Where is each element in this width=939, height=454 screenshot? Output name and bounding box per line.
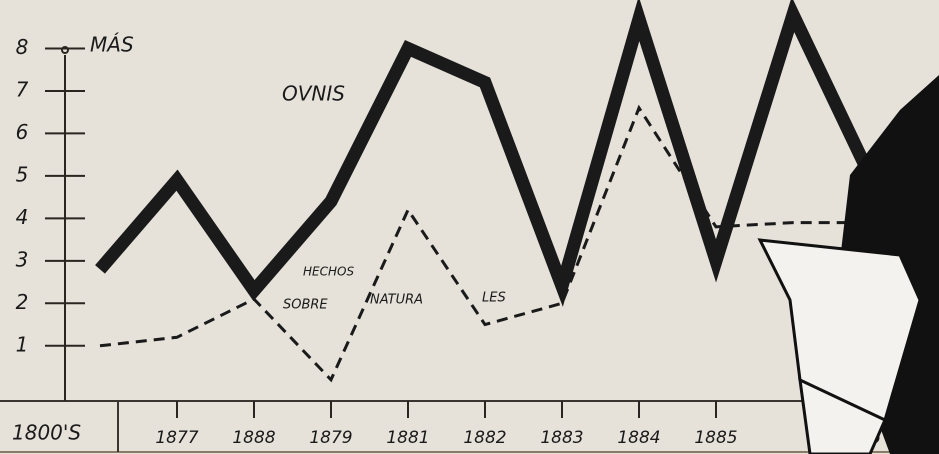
y-tick-label: 2: [16, 290, 29, 314]
annotation: SOBRE: [283, 298, 328, 313]
x-tick-label: 1882: [463, 428, 506, 448]
y-tick-label: 6: [16, 120, 29, 144]
x-axis-label: 1800'S: [12, 421, 81, 445]
page: 1800'S MÁS HECHOS SOBRE NATURA LES 1 2 3 4 5…: [0, 0, 939, 454]
y-tick-label: 4: [16, 205, 29, 229]
x-tick-label: 1885: [694, 428, 737, 448]
series-label: OVNIS: [282, 82, 345, 106]
x-tick-label: 1879: [309, 428, 352, 448]
y-tick-label: 7: [16, 77, 29, 101]
chart: 1800'S MÁS HECHOS SOBRE NATURA LES 1 2 3 4 5…: [0, 0, 939, 454]
x-tick-label: 1881: [386, 428, 429, 448]
x-tick-label: 1888: [232, 428, 275, 448]
x-tick-label: 1883: [540, 428, 583, 448]
y-tick-label: 1: [16, 332, 29, 356]
y-tick-label: 5: [16, 162, 29, 186]
annotation: HECHOS: [303, 265, 354, 279]
annotation: LES: [482, 291, 506, 306]
annotation: NATURA: [370, 293, 423, 308]
y-tick-label: 8: [16, 35, 29, 59]
annotation: MÁS: [90, 33, 134, 57]
y-tick-label: 3: [16, 247, 29, 271]
x-tick-label: 1884: [617, 428, 660, 448]
x-tick-label: 1877: [155, 428, 198, 448]
